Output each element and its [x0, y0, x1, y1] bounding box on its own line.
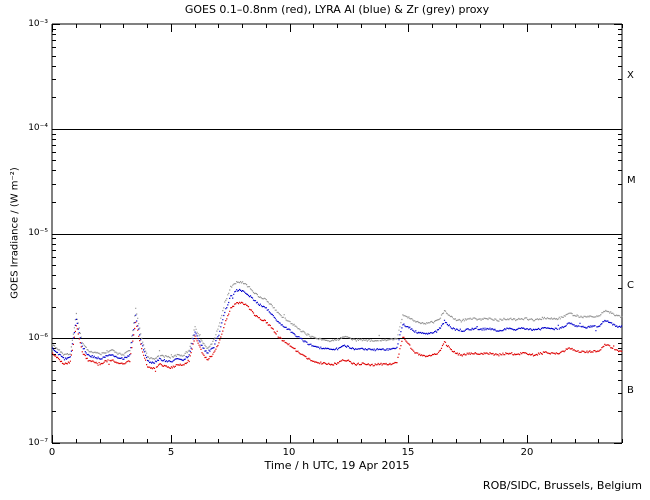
- series-goes-0-1-0-8nm: [52, 301, 623, 372]
- x-tick-label-15: 15: [401, 447, 415, 458]
- flare-class-label-c: C: [627, 280, 634, 291]
- series-lyra-zr-proxy: [52, 281, 623, 360]
- y-tick-label-1e-5: 10⁻⁵: [28, 228, 48, 238]
- y-tick-label-1e-6: 10⁻⁶: [28, 333, 48, 343]
- y-tick-label-1e-7: 10⁻⁷: [28, 438, 48, 448]
- x-tick-label-10: 10: [282, 447, 296, 458]
- y-tick-label-1e-3: 10⁻³: [28, 19, 48, 29]
- y-tick-label-1e-4: 10⁻⁴: [28, 123, 48, 133]
- x-axis-title: Time / h UTC, 19 Apr 2015: [264, 459, 410, 472]
- flare-class-label-m: M: [627, 175, 636, 186]
- series-lyra-al-proxy: [52, 288, 623, 364]
- credit-text: ROB/SIDC, Brussels, Belgium: [482, 479, 642, 492]
- x-tick-label-5: 5: [167, 447, 175, 458]
- flare-class-label-x: X: [627, 70, 634, 81]
- y-axis-title: GOES Irradiance / (W m⁻²): [9, 167, 21, 299]
- flare-class-label-b: B: [627, 385, 634, 396]
- x-tick-label-0: 0: [48, 447, 56, 458]
- chart-title: GOES 0.1–0.8nm (red), LYRA Al (blue) & Z…: [184, 3, 490, 16]
- x-tick-label-20: 20: [520, 447, 534, 458]
